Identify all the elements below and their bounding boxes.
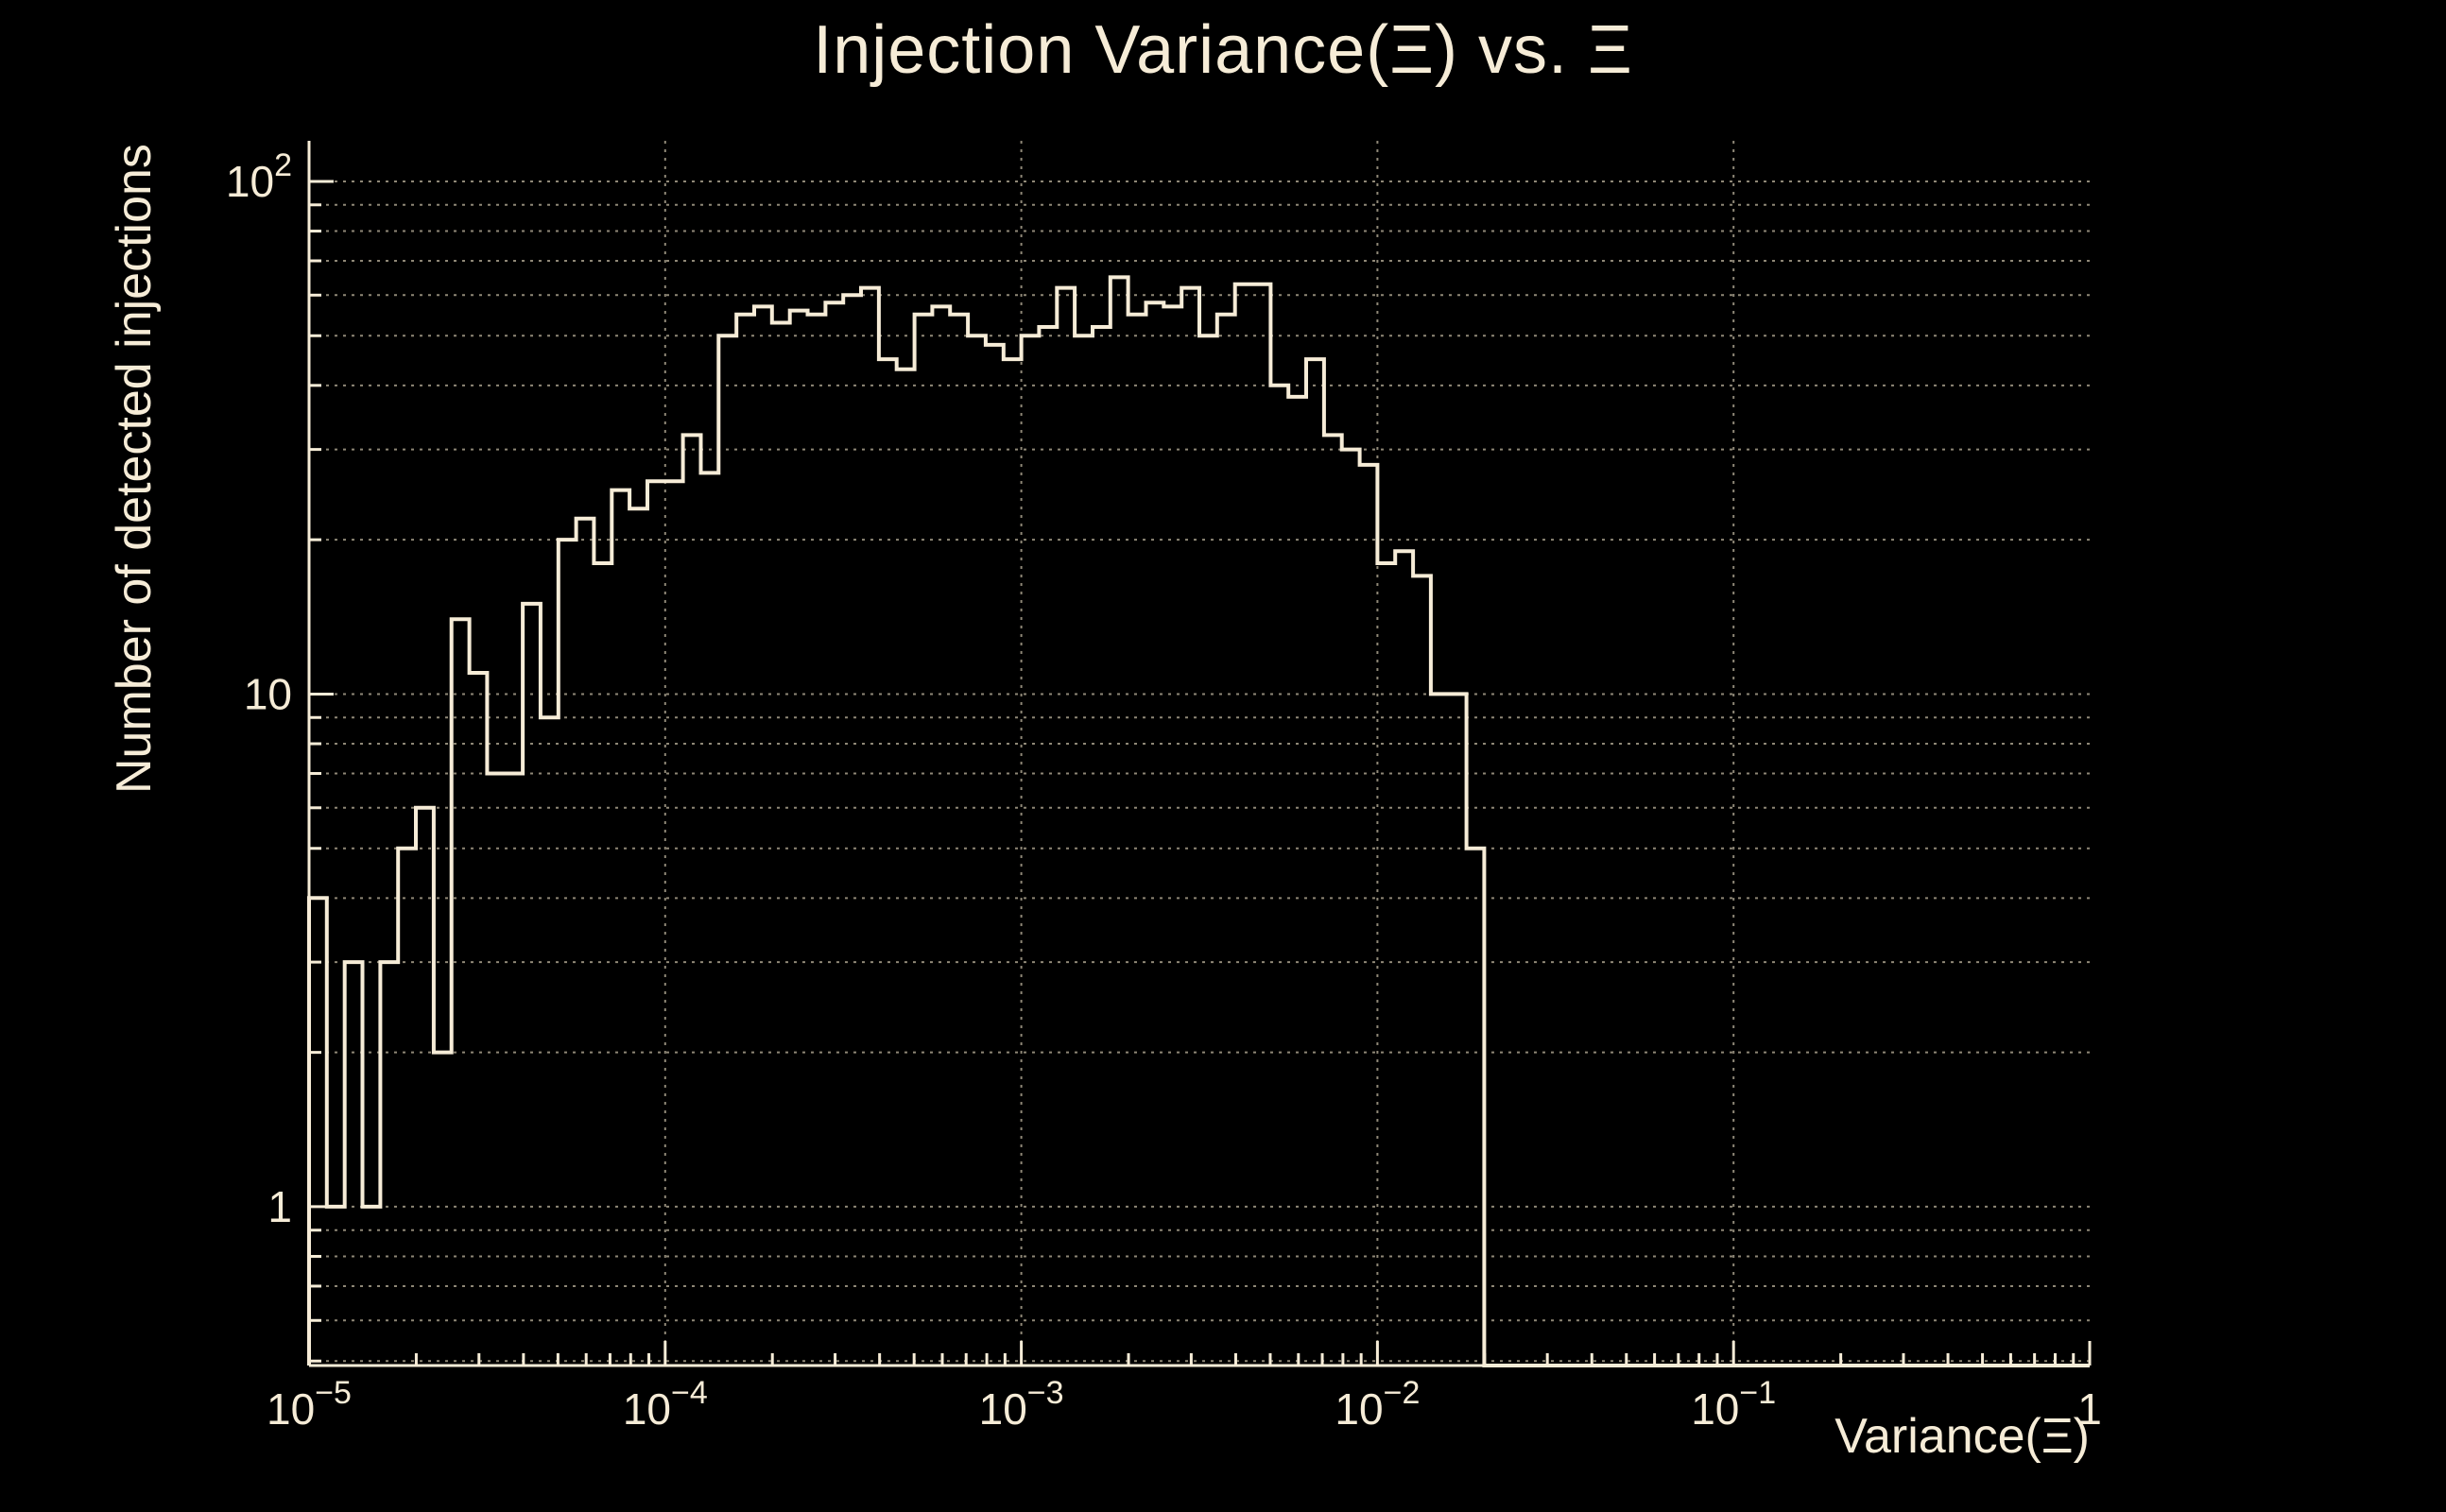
x-tick-label: 10−4 [623, 1375, 708, 1434]
x-tick-label: 1 [2077, 1384, 2102, 1434]
x-axis-title: Variance(Ξ) [1834, 1409, 2090, 1464]
y-tick-label: 1 [267, 1182, 292, 1231]
histogram-line [307, 275, 2090, 1367]
y-tick-label: 10 [244, 669, 292, 718]
y-axis-title: Number of detected injections [107, 144, 162, 794]
x-tick-label: 10−1 [1691, 1375, 1776, 1434]
x-tick-label: 10−5 [267, 1375, 352, 1434]
y-tick-label: 102 [226, 147, 292, 206]
chart-title: Injection Variance(Ξ) vs. Ξ [813, 12, 1633, 88]
x-tick-label: 10−3 [979, 1375, 1064, 1434]
x-tick-label: 10−2 [1335, 1375, 1420, 1434]
